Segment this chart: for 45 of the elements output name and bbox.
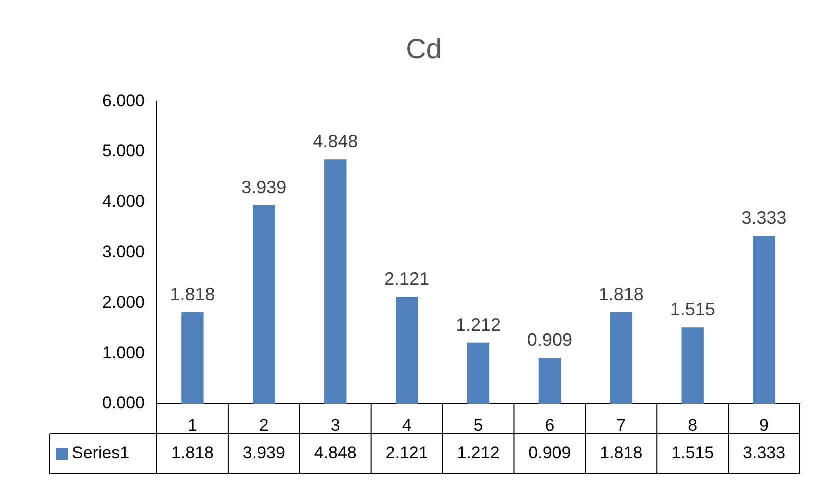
annotation: 0.909 bbox=[527, 330, 572, 350]
annotation: 2.121 bbox=[384, 269, 430, 290]
annotation: 3.333 bbox=[742, 208, 787, 228]
y-tick-label: 5.000 bbox=[102, 142, 145, 161]
y-tick-label: 3.000 bbox=[102, 242, 145, 262]
y-tick-label: 0.000 bbox=[102, 394, 145, 413]
annotation: 3.939 bbox=[242, 177, 287, 198]
data-label: 3.333 bbox=[743, 444, 786, 463]
bar bbox=[467, 342, 490, 404]
data-label: 2.121 bbox=[386, 444, 428, 463]
annotation: 1.212 bbox=[456, 314, 502, 335]
annotation: 1.515 bbox=[670, 300, 716, 320]
data-label: 3.939 bbox=[242, 444, 286, 463]
annotation: 4.848 bbox=[313, 132, 358, 152]
x-tick-label: 7 bbox=[616, 416, 626, 435]
y-tick-label: 2.000 bbox=[102, 292, 145, 312]
bar bbox=[753, 236, 776, 404]
bar bbox=[324, 160, 347, 404]
bar bbox=[610, 312, 632, 404]
annotation: 1.818 bbox=[170, 284, 216, 304]
data-label: 1.818 bbox=[171, 444, 214, 463]
data-label: 1.212 bbox=[457, 444, 500, 463]
y-tick-label: 6.000 bbox=[102, 91, 145, 110]
annotation: 1.818 bbox=[598, 284, 644, 304]
x-tick-label: 3 bbox=[330, 416, 340, 435]
x-tick-label: 4 bbox=[402, 416, 412, 435]
x-tick-label: 5 bbox=[474, 416, 484, 435]
legend-label: Series1 bbox=[72, 444, 130, 463]
bar bbox=[396, 297, 418, 404]
x-tick-label: 1 bbox=[188, 416, 198, 435]
data-label: 0.909 bbox=[528, 444, 572, 463]
y-tick-label: 4.000 bbox=[102, 192, 145, 212]
data-label: 1.515 bbox=[672, 444, 714, 463]
y-tick-label: 1.000 bbox=[102, 343, 145, 362]
bar bbox=[538, 358, 562, 404]
chart-title: Cd bbox=[406, 34, 442, 65]
x-tick-label: 9 bbox=[760, 416, 770, 435]
bar bbox=[682, 328, 704, 404]
data-label: 1.818 bbox=[600, 444, 643, 463]
x-tick-label: 2 bbox=[259, 416, 269, 435]
data-label: 4.848 bbox=[314, 444, 357, 463]
bar bbox=[182, 312, 204, 404]
x-tick-label: 8 bbox=[688, 416, 698, 435]
x-tick-label: 6 bbox=[545, 416, 555, 435]
bar bbox=[253, 205, 276, 404]
